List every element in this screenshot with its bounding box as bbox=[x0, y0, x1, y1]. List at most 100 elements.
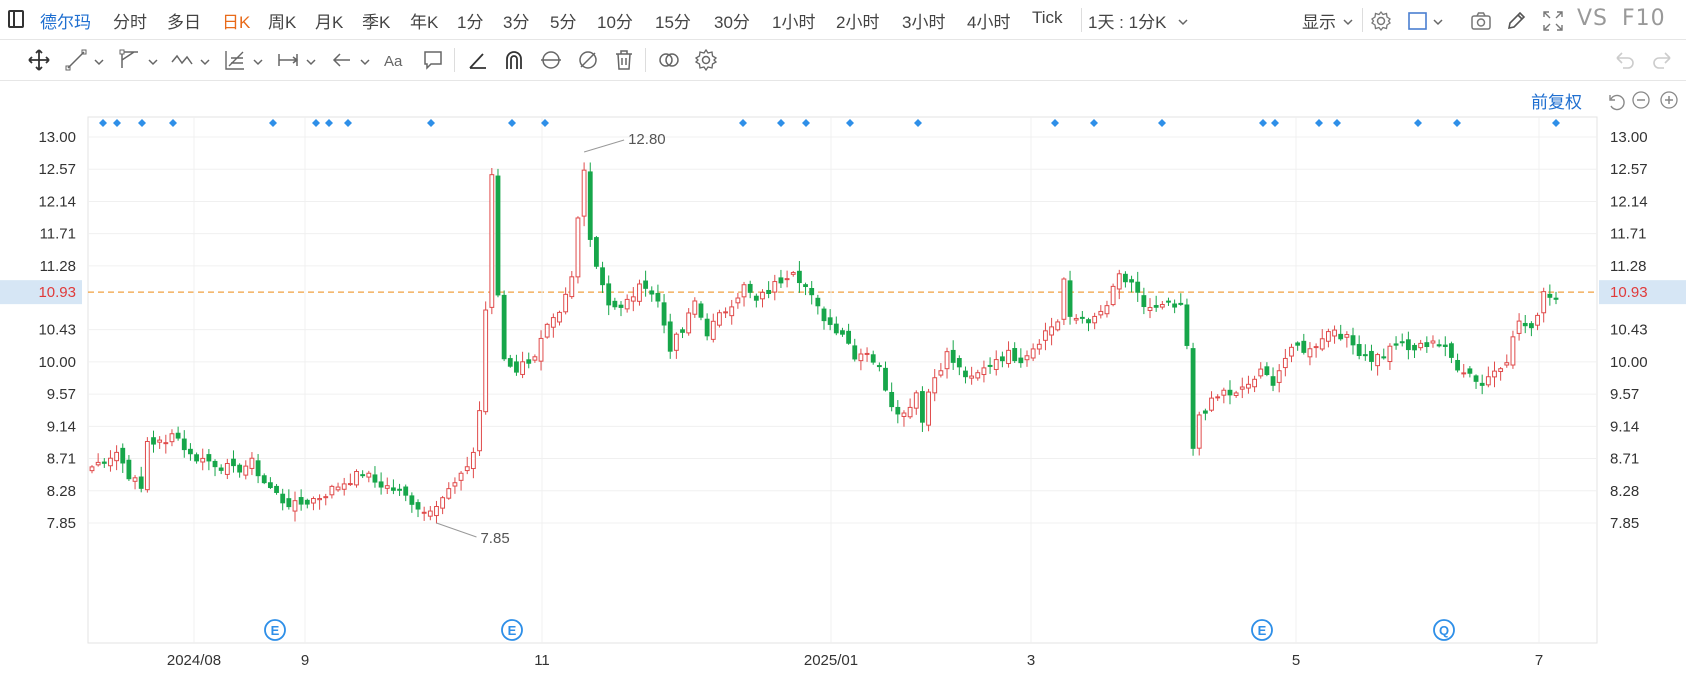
candle bbox=[1123, 271, 1128, 288]
candle bbox=[969, 366, 975, 385]
f10-button[interactable]: F10 bbox=[1622, 6, 1666, 31]
lock-drawing-icon[interactable] bbox=[539, 48, 563, 72]
period-monthly-k[interactable]: 月K bbox=[315, 13, 344, 32]
period-2hour[interactable]: 2小时 bbox=[836, 13, 880, 32]
candle-body bbox=[840, 330, 845, 335]
redo-icon[interactable] bbox=[1650, 48, 1674, 72]
period-quarterly-k[interactable]: 季K bbox=[362, 13, 391, 32]
event-badge[interactable]: E bbox=[1251, 619, 1273, 641]
candle-body bbox=[1442, 344, 1448, 347]
candle bbox=[1338, 324, 1344, 341]
y-axis-right: 13.00 12.57 12.14 11.71 11.28 10.93 10.43 10.00… bbox=[1599, 129, 1686, 532]
period-yearly-k[interactable]: 年K bbox=[410, 13, 439, 32]
candle-body bbox=[1258, 368, 1264, 377]
chevron-down-icon[interactable] bbox=[1433, 14, 1443, 26]
stock-name[interactable]: 德尔玛 bbox=[40, 13, 91, 32]
hide-drawing-icon[interactable] bbox=[576, 48, 600, 72]
price-adjust-label[interactable]: 前复权 bbox=[1531, 93, 1582, 112]
event-badge[interactable]: E bbox=[264, 619, 286, 641]
candle bbox=[1184, 298, 1190, 350]
candle-body bbox=[889, 391, 895, 408]
candle bbox=[1541, 287, 1547, 323]
chevron-down-icon[interactable] bbox=[1343, 14, 1353, 26]
period-4hour[interactable]: 4小时 bbox=[967, 13, 1011, 32]
chevron-down-icon[interactable] bbox=[306, 54, 316, 66]
fib-tool-icon[interactable] bbox=[223, 48, 247, 72]
sidebar-toggle-icon[interactable] bbox=[8, 10, 24, 28]
range-measure-icon[interactable] bbox=[276, 48, 300, 72]
candle bbox=[483, 301, 489, 415]
drawing-settings-icon[interactable] bbox=[694, 48, 718, 72]
layout-square-icon[interactable] bbox=[1407, 10, 1429, 32]
period-weekly-k[interactable]: 周K bbox=[268, 13, 297, 32]
candle bbox=[384, 477, 390, 495]
candle-body bbox=[1012, 348, 1018, 362]
magnet-icon[interactable] bbox=[502, 48, 526, 72]
chevron-down-icon[interactable] bbox=[200, 54, 210, 66]
reset-chart-icon[interactable] bbox=[1609, 94, 1625, 111]
event-diamond-marker bbox=[99, 119, 107, 127]
candle bbox=[347, 473, 353, 486]
undo-icon[interactable] bbox=[1613, 48, 1637, 72]
fullscreen-icon[interactable] bbox=[1542, 10, 1564, 32]
candle-body bbox=[526, 359, 532, 364]
angle-tool-icon[interactable] bbox=[466, 48, 490, 72]
wave-tool-icon[interactable] bbox=[170, 48, 194, 72]
period-10min[interactable]: 10分 bbox=[597, 13, 633, 32]
candle-body bbox=[446, 488, 452, 499]
overlay-icon[interactable] bbox=[657, 48, 681, 72]
period-tick[interactable]: Tick bbox=[1032, 8, 1063, 27]
candle-body bbox=[1104, 305, 1110, 315]
period-1hour[interactable]: 1小时 bbox=[772, 13, 816, 32]
period-3hour[interactable]: 3小时 bbox=[902, 13, 946, 32]
settings-gear-icon[interactable] bbox=[1370, 10, 1392, 32]
comment-icon[interactable] bbox=[421, 48, 445, 72]
candle-body bbox=[1498, 368, 1504, 372]
y-tick-label: 9.57 bbox=[1610, 386, 1639, 403]
period-multiday[interactable]: 多日 bbox=[167, 13, 201, 32]
candlestick-chart[interactable]: 13.00 12.57 12.14 11.71 11.28 10.93 10.43 10.00… bbox=[0, 81, 1686, 682]
vs-compare-button[interactable]: VS bbox=[1577, 6, 1609, 31]
event-badge[interactable]: Q bbox=[1433, 619, 1455, 641]
line-tool-icon[interactable] bbox=[64, 48, 88, 72]
candle bbox=[477, 401, 482, 456]
candle-body bbox=[544, 323, 550, 338]
trash-icon[interactable] bbox=[612, 48, 636, 72]
period-30min[interactable]: 30分 bbox=[714, 13, 750, 32]
range-select[interactable]: 1天 : 1分K bbox=[1088, 13, 1167, 32]
y-tick-label: 8.71 bbox=[47, 451, 76, 468]
event-diamond-marker bbox=[113, 119, 121, 127]
candle-body bbox=[138, 476, 144, 489]
candles bbox=[89, 162, 1559, 524]
zoom-out-icon[interactable] bbox=[1632, 91, 1650, 109]
chevron-down-icon[interactable] bbox=[1178, 14, 1188, 26]
period-15min[interactable]: 15分 bbox=[655, 13, 691, 32]
period-daily-k[interactable]: 日K bbox=[222, 13, 251, 32]
move-cross-icon[interactable] bbox=[27, 48, 51, 72]
period-5min[interactable]: 5分 bbox=[550, 13, 577, 32]
period-3min[interactable]: 3分 bbox=[503, 13, 530, 32]
arrow-left-icon[interactable] bbox=[330, 48, 354, 72]
candle bbox=[667, 313, 673, 359]
candle-body bbox=[483, 309, 489, 413]
candle bbox=[440, 495, 446, 515]
candle-body bbox=[194, 454, 199, 462]
period-intraday[interactable]: 分时 bbox=[113, 13, 147, 32]
text-tool-icon[interactable]: Aa bbox=[383, 48, 407, 72]
candle bbox=[304, 498, 310, 509]
event-badge-label: E bbox=[271, 623, 280, 638]
zoom-in-icon[interactable] bbox=[1660, 91, 1678, 109]
event-badge[interactable]: E bbox=[501, 619, 523, 641]
camera-icon[interactable] bbox=[1470, 10, 1492, 32]
chevron-down-icon[interactable] bbox=[253, 54, 263, 66]
event-diamond-marker bbox=[802, 119, 810, 127]
channel-tool-icon[interactable] bbox=[118, 48, 142, 72]
display-menu[interactable]: 显示 bbox=[1302, 13, 1336, 32]
period-1min[interactable]: 1分 bbox=[457, 13, 484, 32]
chevron-down-icon[interactable] bbox=[94, 54, 104, 66]
candle-body bbox=[1535, 314, 1540, 326]
pencil-icon[interactable] bbox=[1505, 10, 1527, 32]
chevron-down-icon[interactable] bbox=[360, 54, 370, 66]
chevron-down-icon[interactable] bbox=[148, 54, 158, 66]
candle-body bbox=[1172, 303, 1178, 308]
